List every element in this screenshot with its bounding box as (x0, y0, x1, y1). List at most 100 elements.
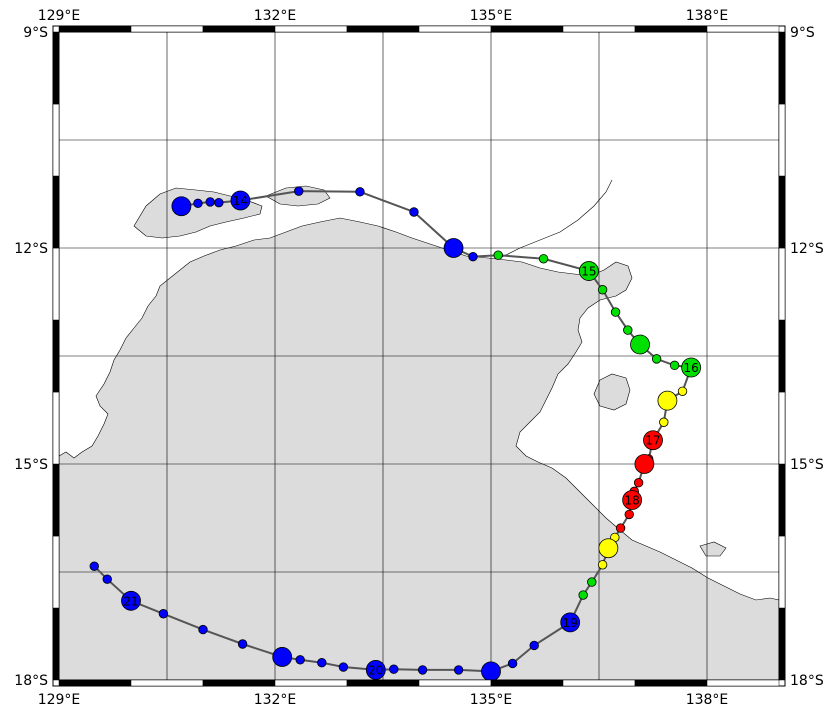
track-point (417, 665, 428, 675)
tick-label-right: 9°S (790, 25, 815, 41)
frame-bar-bottom (58, 679, 132, 687)
track-point (171, 196, 192, 217)
track-point (587, 577, 597, 587)
frame-bar-left (52, 175, 60, 249)
tick-label-top: 135°E (470, 8, 513, 24)
track-point (102, 574, 112, 584)
tick-label-bottom: 132°E (254, 692, 297, 708)
track-point-label: 15 (581, 265, 596, 279)
tick-label-right: 18°S (790, 673, 824, 689)
track-point (633, 478, 644, 488)
track-point (230, 190, 251, 211)
track-point (365, 660, 386, 680)
frame-bar-right (778, 535, 786, 609)
track-point (560, 612, 581, 633)
track-point (677, 386, 688, 396)
frame-bar-top (130, 25, 204, 33)
track-point (578, 590, 588, 600)
frame-bar-bottom (562, 679, 636, 687)
groote-eylandt (593, 373, 631, 411)
frame-bar-top (562, 25, 636, 33)
frame-bar-right (778, 247, 786, 321)
track-point (623, 325, 633, 335)
frame-bar-top (274, 25, 348, 33)
frame-bar-bottom (490, 679, 564, 687)
frame-bar-left (52, 463, 60, 537)
track-point-label: 16 (684, 361, 699, 375)
frame-bar-left (52, 103, 60, 177)
tick-label-left: 15°S (14, 457, 48, 473)
tick-label-right: 12°S (790, 241, 824, 257)
track-point-label: 14 (233, 194, 248, 208)
track-point (294, 186, 304, 196)
track-point (597, 560, 608, 570)
track-point (468, 251, 478, 262)
track-point-label: 20 (368, 663, 383, 677)
tick-label-bottom: 129°E (38, 692, 81, 708)
frame-bar-right (778, 31, 786, 105)
track-point (198, 624, 208, 635)
track-point (205, 197, 215, 207)
frame-bar-top (418, 25, 492, 33)
track-point (295, 655, 305, 665)
track-point (389, 664, 399, 674)
tick-label-left: 9°S (23, 25, 48, 41)
frame-bar-left (52, 607, 60, 681)
tiwi-islands (133, 187, 263, 239)
frame-bar-top (202, 25, 276, 33)
frame-bar-top (490, 25, 564, 33)
track-point (657, 390, 678, 411)
frame-bar-bottom (130, 679, 204, 687)
track-point-label: 21 (123, 594, 138, 608)
frame-bar-right (778, 391, 786, 465)
frame-bar-top (58, 25, 132, 33)
track-point (630, 334, 650, 355)
storm-track: 14 15 16 17 18 19 20 21 (89, 186, 702, 682)
track-point (598, 538, 619, 559)
track-point (659, 417, 669, 427)
wessel-islands (499, 179, 613, 259)
track-point (669, 360, 680, 371)
frame-bar-top (346, 25, 420, 33)
frame-bar-right (778, 463, 786, 537)
track-point (355, 187, 365, 197)
frame-bar-left (52, 535, 60, 609)
mornington-island (699, 541, 727, 557)
track-point (481, 661, 501, 682)
track-point (529, 640, 539, 651)
track-points: 14 15 16 17 18 19 20 21 (89, 186, 702, 682)
frame-bar-bottom (202, 679, 276, 687)
frame-bar-left (52, 31, 60, 105)
track-point (338, 662, 349, 672)
frame-bar-left (52, 247, 60, 321)
tick-label-top: 138°E (686, 8, 729, 24)
frame-bar-left (52, 391, 60, 465)
tick-label-left: 12°S (14, 241, 48, 257)
frame-bar-right (778, 319, 786, 393)
track-point (579, 261, 599, 281)
track-point (643, 430, 663, 451)
track-point (237, 639, 248, 649)
track-point (507, 658, 518, 669)
frame-bar-bottom (346, 679, 420, 687)
frame-bar-right (778, 607, 786, 681)
track-point (158, 609, 169, 619)
track-point (651, 354, 662, 364)
track-point (317, 658, 327, 668)
tick-label-top: 129°E (38, 8, 81, 24)
frame-bar-bottom (634, 679, 708, 687)
track-point (443, 238, 464, 258)
track-point (615, 523, 626, 533)
track-point (610, 307, 621, 317)
tick-label-top: 132°E (254, 8, 297, 24)
tick-label-bottom: 138°E (686, 692, 729, 708)
map-frame (52, 25, 786, 687)
frame-bar-bottom (418, 679, 492, 687)
track-point-label: 17 (645, 434, 660, 448)
track-point-label: 19 (563, 616, 578, 630)
frame-bar-bottom (706, 679, 780, 687)
track-point (409, 207, 419, 217)
frame-bar-right (778, 175, 786, 249)
frame-bar-right (778, 103, 786, 177)
track-point (493, 250, 503, 260)
